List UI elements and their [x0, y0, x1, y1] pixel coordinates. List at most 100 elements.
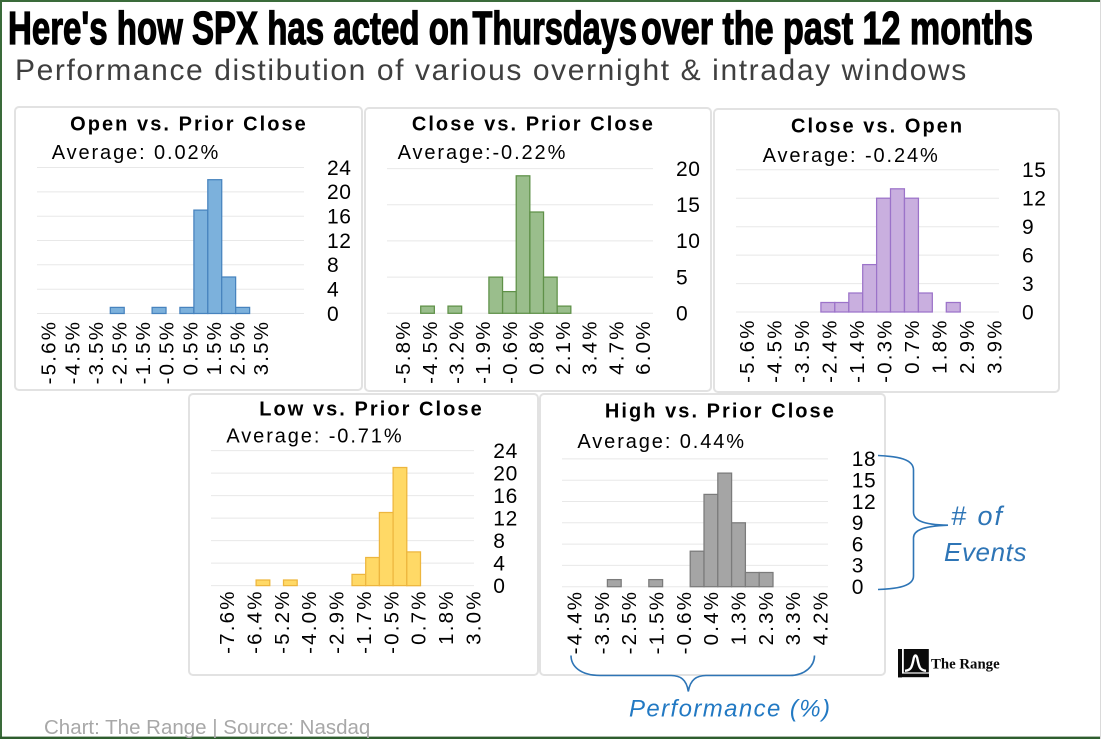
svg-text:-5.6%: -5.6% [38, 320, 61, 385]
svg-text:3: 3 [852, 555, 864, 578]
svg-text:20: 20 [493, 462, 518, 485]
svg-text:24: 24 [327, 157, 352, 180]
svg-text:-7.6%: -7.6% [216, 589, 239, 654]
svg-text:20: 20 [327, 181, 352, 204]
svg-text:24: 24 [493, 440, 518, 463]
svg-text:-4.5%: -4.5% [61, 320, 84, 385]
svg-text:Average: -0.71%: Average: -0.71% [226, 425, 403, 447]
svg-text:Average: 0.02%: Average: 0.02% [52, 142, 221, 164]
svg-text:-3.5%: -3.5% [591, 590, 614, 655]
svg-text:The Range: The Range [931, 657, 1000, 673]
svg-text:-1.5%: -1.5% [132, 320, 155, 385]
svg-text:0.8%: 0.8% [525, 319, 548, 375]
svg-text:over the past 12 months: over the past 12 months [641, 2, 1033, 54]
svg-text:12: 12 [852, 491, 877, 514]
svg-text:0: 0 [1022, 301, 1034, 324]
svg-text:-0.3%: -0.3% [873, 318, 896, 383]
svg-text:8: 8 [493, 530, 505, 553]
svg-text:2.3%: 2.3% [755, 590, 778, 646]
svg-text:0: 0 [676, 303, 688, 326]
svg-text:12: 12 [327, 230, 352, 253]
svg-text:-0.6%: -0.6% [499, 319, 522, 384]
svg-text:0.5%: 0.5% [179, 320, 202, 376]
svg-text:3.0%: 3.0% [462, 589, 485, 645]
svg-text:-5.8%: -5.8% [392, 319, 415, 384]
svg-text:-3.5%: -3.5% [791, 318, 814, 383]
svg-text:0: 0 [852, 576, 864, 599]
svg-text:15: 15 [852, 470, 877, 493]
svg-text:Average:-0.22%: Average:-0.22% [398, 142, 568, 164]
svg-text:-4.4%: -4.4% [563, 590, 586, 655]
svg-text:4.2%: 4.2% [810, 590, 833, 646]
svg-text:16: 16 [493, 485, 518, 508]
svg-text:# of: # of [951, 501, 1005, 531]
svg-text:2.1%: 2.1% [552, 319, 575, 375]
svg-text:Performance (%): Performance (%) [629, 696, 831, 723]
svg-text:-0.5%: -0.5% [380, 589, 403, 654]
svg-text:Thursdays: Thursdays [473, 3, 637, 54]
svg-text:0.7%: 0.7% [408, 589, 431, 645]
svg-text:12: 12 [1022, 188, 1047, 211]
svg-text:-4.0%: -4.0% [298, 589, 321, 654]
svg-text:3.9%: 3.9% [984, 318, 1007, 374]
svg-text:-1.9%: -1.9% [472, 319, 495, 384]
svg-text:Chart: The Range | Source: Nas: Chart: The Range | Source: Nasdaq [44, 716, 370, 739]
svg-text:10: 10 [676, 230, 701, 253]
svg-text:-2.4%: -2.4% [818, 318, 841, 383]
svg-text:6: 6 [852, 533, 864, 556]
svg-text:-2.5%: -2.5% [109, 320, 132, 385]
svg-text:Performance distibution of var: Performance distibution of various overn… [15, 54, 968, 87]
svg-text:18: 18 [852, 448, 877, 471]
svg-text:2.9%: 2.9% [956, 318, 979, 374]
svg-text:Average: -0.24%: Average: -0.24% [763, 145, 940, 167]
svg-text:6.0%: 6.0% [632, 319, 655, 375]
svg-text:Events: Events [944, 537, 1027, 567]
svg-text:-5.6%: -5.6% [736, 318, 759, 383]
svg-text:4.7%: 4.7% [605, 319, 628, 375]
svg-text:20: 20 [676, 158, 701, 181]
svg-text:Average: 0.44%: Average: 0.44% [577, 431, 746, 453]
svg-text:3.4%: 3.4% [579, 319, 602, 375]
svg-text:15: 15 [676, 194, 701, 217]
svg-text:3: 3 [1022, 273, 1034, 296]
svg-text:3.3%: 3.3% [782, 590, 805, 646]
svg-text:-3.5%: -3.5% [85, 320, 108, 385]
svg-text:-0.6%: -0.6% [673, 590, 696, 655]
svg-text:16: 16 [327, 206, 352, 229]
svg-text:0: 0 [327, 303, 339, 326]
svg-text:0.7%: 0.7% [901, 318, 924, 374]
svg-text:8: 8 [327, 254, 339, 277]
svg-text:4: 4 [493, 552, 505, 575]
svg-text:9: 9 [852, 512, 864, 535]
svg-text:3.5%: 3.5% [250, 320, 273, 376]
svg-text:-5.2%: -5.2% [271, 589, 294, 654]
svg-text:0.4%: 0.4% [700, 590, 723, 646]
svg-text:2.5%: 2.5% [227, 320, 250, 376]
svg-text:1.8%: 1.8% [928, 318, 951, 374]
svg-text:1.5%: 1.5% [203, 320, 226, 376]
svg-text:High vs. Prior Close: High vs. Prior Close [605, 400, 836, 422]
svg-text:-2.9%: -2.9% [326, 589, 349, 654]
svg-text:6: 6 [1022, 244, 1034, 267]
svg-text:5: 5 [676, 266, 688, 289]
svg-text:1.3%: 1.3% [728, 590, 751, 646]
svg-text:-2.5%: -2.5% [618, 590, 641, 655]
svg-text:-1.7%: -1.7% [353, 589, 376, 654]
svg-text:-4.5%: -4.5% [763, 318, 786, 383]
svg-text:-1.5%: -1.5% [646, 590, 669, 655]
svg-text:Close vs. Prior Close: Close vs. Prior Close [412, 113, 655, 135]
svg-text:4: 4 [327, 279, 339, 302]
svg-text:-4.5%: -4.5% [419, 319, 442, 384]
svg-text:12: 12 [493, 507, 518, 530]
svg-text:9: 9 [1022, 216, 1034, 239]
svg-text:-1.4%: -1.4% [846, 318, 869, 383]
svg-text:Close vs. Open: Close vs. Open [791, 116, 964, 138]
svg-text:0: 0 [493, 575, 505, 598]
svg-text:-0.5%: -0.5% [156, 320, 179, 385]
svg-text:1.8%: 1.8% [435, 589, 458, 645]
svg-text:15: 15 [1022, 159, 1047, 182]
svg-text:Low vs. Prior Close: Low vs. Prior Close [259, 398, 484, 420]
svg-text:-3.2%: -3.2% [446, 319, 469, 384]
svg-text:-6.4%: -6.4% [244, 589, 267, 654]
svg-text:Here's how SPX has acted on: Here's how SPX has acted on [8, 4, 469, 55]
